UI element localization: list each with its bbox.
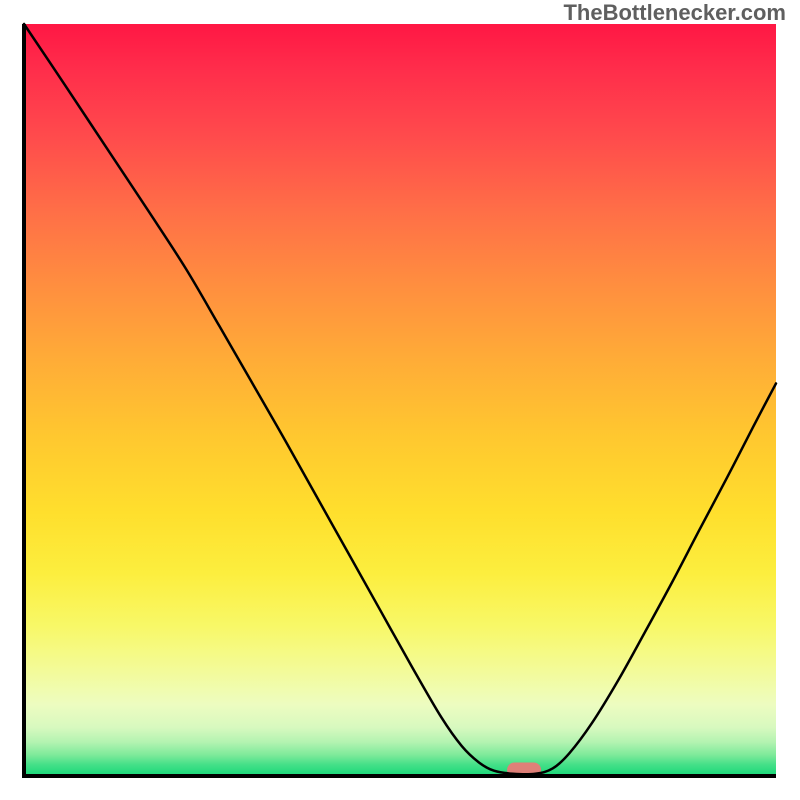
- watermark-text: TheBottlenecker.com: [563, 0, 786, 26]
- chart-container: TheBottlenecker.com: [0, 0, 800, 800]
- plot-background: [24, 24, 776, 776]
- bottleneck-chart: [0, 0, 800, 800]
